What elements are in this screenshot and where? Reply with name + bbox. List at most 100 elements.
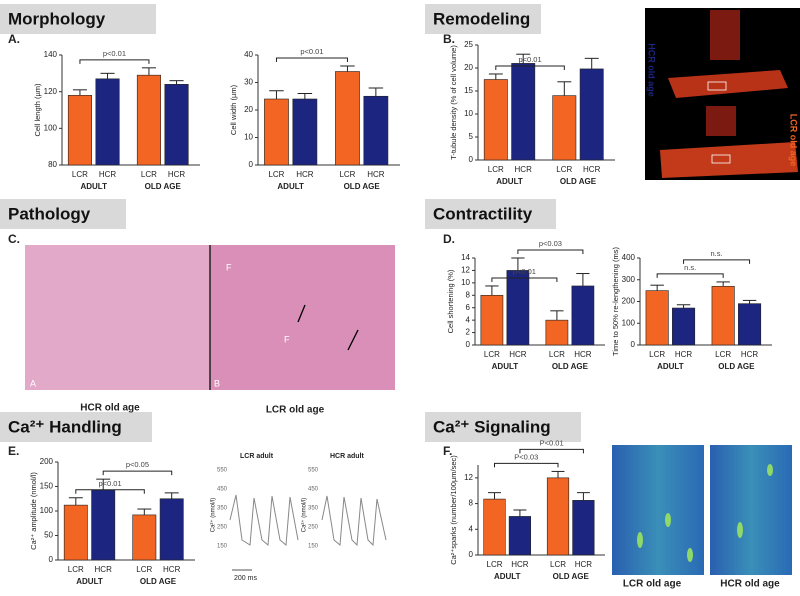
comparison-label: p<0.01 <box>518 55 541 64</box>
y-tick-label: 10 <box>461 278 470 287</box>
y-tick-label: 5 <box>469 132 474 141</box>
trace-ylabel: Ca²⁺ (nmol/l) <box>210 498 217 533</box>
comparison-label: P<0.03 <box>514 452 538 461</box>
trace-tick-label: 350 <box>308 506 319 512</box>
image-caption: HCR old age <box>80 403 140 414</box>
x-tick-label: LCR <box>136 565 152 574</box>
image-caption: LCR old age <box>266 405 325 416</box>
y-tick-label: 12 <box>461 266 470 275</box>
bar <box>546 477 570 556</box>
image-label: HCR old age <box>647 43 657 97</box>
panel-label: C. <box>8 232 20 246</box>
comparison-label: p<0.01 <box>300 47 323 56</box>
comparison-bracket <box>517 249 584 254</box>
y-tick-label: 0 <box>631 340 636 349</box>
header-box <box>425 199 556 229</box>
bar <box>480 294 504 346</box>
trace-tick-label: 450 <box>217 487 228 493</box>
group-label: ADULT <box>76 577 103 586</box>
bar <box>506 270 530 346</box>
group-label: ADULT <box>492 362 519 371</box>
y-axis-label: Cell shortening (%) <box>446 269 455 333</box>
section-title: Ca²⁺ Signaling <box>433 417 551 436</box>
spark-images: LCR old age HCR old age <box>612 445 792 590</box>
x-tick-label: HCR <box>583 165 601 174</box>
comparison-label: p<0.01 <box>513 267 536 276</box>
bar <box>164 84 189 166</box>
histology-left <box>25 245 210 390</box>
group-label: OLD AGE <box>552 362 589 371</box>
trace-title: LCR adult <box>240 453 274 460</box>
trace-tick-label: 550 <box>217 468 228 474</box>
y-tick-label: 50 <box>44 531 53 540</box>
y-tick-label: 400 <box>622 253 636 262</box>
comparison-label: p<0.03 <box>539 239 562 248</box>
x-tick-label: LCR <box>68 565 84 574</box>
y-tick-label: 80 <box>48 160 57 169</box>
bar <box>63 504 88 561</box>
group-label: ADULT <box>494 572 521 581</box>
spark <box>767 464 773 476</box>
x-tick-label: LCR <box>556 165 572 174</box>
x-tick-label: HCR <box>511 560 529 569</box>
bar <box>579 68 604 161</box>
x-tick-label: LCR <box>550 560 566 569</box>
section-headers: Morphology A. Remodeling B. Pathology C.… <box>0 4 581 458</box>
zoom-box <box>711 154 731 164</box>
spark <box>737 522 743 538</box>
group-label: OLD AGE <box>718 362 755 371</box>
group-label: ADULT <box>657 362 684 371</box>
bar <box>132 514 157 561</box>
bar <box>335 71 360 166</box>
arrow <box>297 304 306 323</box>
cell-zoom <box>710 10 740 60</box>
x-tick-label: LCR <box>339 170 355 179</box>
y-axis-label: Ca²⁺ amplitude (nmol/l) <box>29 472 38 550</box>
bar <box>711 285 735 346</box>
y-tick-label: 140 <box>44 50 58 59</box>
group-label: OLD AGE <box>560 177 597 186</box>
trace-tick-label: 250 <box>308 525 319 531</box>
x-tick-label: LCR <box>488 165 504 174</box>
image-letter: A <box>30 378 36 388</box>
trace-title: HCR adult <box>330 453 365 460</box>
group-label: OLD AGE <box>140 577 177 586</box>
scale-label: 200 ms <box>234 575 257 582</box>
bar <box>738 303 762 346</box>
y-tick-label: 150 <box>40 482 54 491</box>
comparison-label: p<0.01 <box>98 479 121 488</box>
arrow <box>347 329 359 351</box>
comparison-bracket <box>79 59 150 64</box>
y-tick-label: 300 <box>622 275 636 284</box>
y-tick-label: 4 <box>466 315 471 324</box>
panel-label: A. <box>8 32 20 46</box>
bar <box>483 498 506 556</box>
y-axis-label: Cell width (µm) <box>229 84 238 135</box>
x-tick-label: HCR <box>675 350 693 359</box>
comparison-label: p<0.05 <box>126 460 149 469</box>
group-label: OLD AGE <box>344 182 381 191</box>
y-tick-label: 8 <box>466 290 471 299</box>
section-title: Pathology <box>8 204 91 223</box>
image-caption: LCR old age <box>623 579 682 590</box>
x-tick-label: HCR <box>168 170 186 179</box>
y-tick-label: 14 <box>461 253 470 262</box>
trace-tick-label: 150 <box>308 544 319 550</box>
bar <box>508 516 532 556</box>
bar <box>136 74 161 166</box>
bar <box>552 95 577 161</box>
y-tick-label: 0 <box>469 550 474 559</box>
y-tick-label: 10 <box>244 133 253 142</box>
x-tick-label: LCR <box>268 170 284 179</box>
spark <box>687 548 693 562</box>
x-tick-label: HCR <box>574 350 592 359</box>
x-tick-label: HCR <box>296 170 314 179</box>
comparison-bracket <box>519 448 584 454</box>
y-tick-label: 12 <box>464 473 473 482</box>
comparison-bracket <box>656 273 724 278</box>
header-box <box>0 412 152 442</box>
spark-image <box>710 445 792 575</box>
bar <box>91 489 116 561</box>
y-tick-label: 120 <box>44 87 58 96</box>
